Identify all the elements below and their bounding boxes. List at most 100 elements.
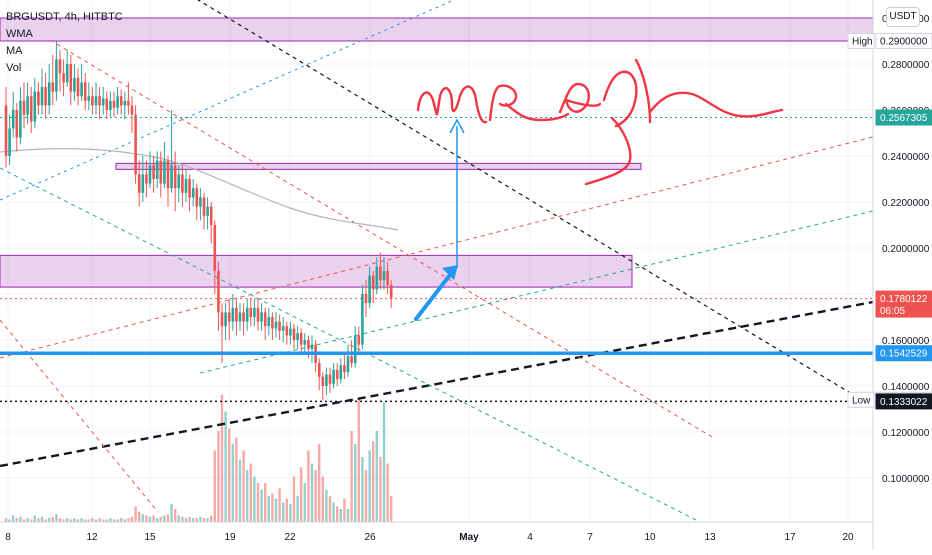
candle[interactable] — [170, 110, 173, 193]
candle[interactable] — [26, 82, 29, 124]
candle[interactable] — [191, 179, 195, 207]
candle[interactable] — [159, 151, 163, 198]
candle[interactable] — [303, 333, 307, 354]
zone-rectangle[interactable] — [0, 17, 874, 42]
candle[interactable] — [343, 353, 346, 380]
candle[interactable] — [235, 298, 238, 336]
candle[interactable] — [83, 73, 87, 110]
currency-unit-button[interactable]: USDT — [886, 7, 920, 27]
candle[interactable] — [339, 358, 343, 384]
ma-indicator-label[interactable]: MA — [6, 45, 23, 57]
candle[interactable] — [166, 156, 170, 207]
candle[interactable] — [281, 317, 285, 343]
candle[interactable] — [278, 314, 281, 340]
candle[interactable] — [285, 321, 289, 345]
candle[interactable] — [328, 367, 332, 393]
candle[interactable] — [206, 197, 209, 230]
candle[interactable] — [274, 312, 278, 338]
candle[interactable] — [371, 271, 375, 304]
candle[interactable] — [361, 284, 364, 350]
candle[interactable] — [109, 91, 112, 117]
candle[interactable] — [105, 91, 109, 120]
blue-arrow-diagonal[interactable] — [414, 269, 455, 321]
user-drawings[interactable] — [414, 58, 784, 321]
candle[interactable] — [163, 142, 166, 189]
candle[interactable] — [249, 298, 253, 327]
candle[interactable] — [145, 160, 148, 198]
candle[interactable] — [155, 151, 159, 189]
candle[interactable] — [389, 280, 393, 308]
candle[interactable] — [152, 156, 155, 193]
candle[interactable] — [44, 73, 47, 120]
candle[interactable] — [292, 323, 296, 350]
candle[interactable] — [375, 257, 379, 294]
candle[interactable] — [202, 192, 206, 230]
candle[interactable] — [76, 68, 80, 106]
candle[interactable] — [296, 326, 299, 350]
candle[interactable] — [267, 307, 271, 336]
candle[interactable] — [22, 82, 26, 129]
candle[interactable] — [256, 298, 260, 331]
candle[interactable] — [209, 202, 213, 244]
trendline-black-dashed-down[interactable] — [190, 0, 863, 401]
candle[interactable] — [98, 87, 101, 120]
supply-demand-zones[interactable] — [0, 17, 874, 288]
candle[interactable] — [119, 89, 123, 115]
candle[interactable] — [368, 266, 371, 308]
candle[interactable] — [101, 87, 105, 115]
candle[interactable] — [8, 114, 11, 166]
handwritten-annotation[interactable] — [416, 58, 784, 186]
vol-indicator-label[interactable]: Vol — [6, 62, 22, 74]
candle[interactable] — [357, 326, 361, 354]
candle[interactable] — [37, 82, 40, 115]
zone-rectangle[interactable] — [115, 162, 642, 170]
candle[interactable] — [80, 64, 83, 101]
candle[interactable] — [299, 328, 303, 354]
candle[interactable] — [55, 41, 58, 101]
candle[interactable] — [263, 307, 267, 340]
candle[interactable] — [181, 165, 184, 207]
candle[interactable] — [184, 169, 188, 202]
candle[interactable] — [310, 335, 314, 363]
candle[interactable] — [195, 183, 199, 221]
candle[interactable] — [238, 303, 242, 331]
candle[interactable] — [73, 64, 76, 101]
candle[interactable] — [62, 59, 65, 97]
wma-indicator-label[interactable]: WMA — [6, 28, 33, 40]
candle[interactable] — [260, 303, 263, 331]
candle[interactable] — [123, 91, 127, 120]
candle[interactable] — [94, 82, 98, 115]
candle[interactable] — [65, 50, 69, 87]
candle[interactable] — [317, 358, 321, 391]
candle[interactable] — [116, 87, 119, 115]
candle[interactable] — [242, 303, 245, 336]
candle[interactable] — [289, 321, 292, 345]
zone-rectangle[interactable] — [0, 254, 633, 288]
candlesticks[interactable] — [4, 41, 393, 400]
candle[interactable] — [69, 54, 73, 106]
candle[interactable] — [245, 298, 249, 331]
candle[interactable] — [217, 261, 220, 331]
trendline-black-thick-up[interactable] — [0, 300, 874, 468]
candle[interactable] — [15, 103, 19, 152]
candle[interactable] — [379, 252, 382, 290]
candle[interactable] — [134, 105, 137, 184]
candle[interactable] — [33, 77, 37, 129]
candle[interactable] — [332, 363, 335, 389]
candle[interactable] — [213, 220, 217, 294]
trendline-blue-dotted[interactable] — [0, 0, 465, 201]
candle[interactable] — [47, 64, 51, 115]
candle[interactable] — [188, 174, 191, 212]
candle[interactable] — [325, 367, 328, 396]
symbol-title[interactable]: BRGUSDT, 4h, HITBTC — [6, 11, 123, 23]
trendline-red-down-upper[interactable] — [49, 39, 713, 438]
trendline-red-up[interactable] — [0, 136, 874, 359]
candle[interactable] — [353, 326, 357, 368]
candle[interactable] — [112, 91, 116, 117]
candle[interactable] — [173, 151, 177, 212]
candle[interactable] — [40, 68, 44, 115]
candle[interactable] — [148, 151, 152, 189]
candle[interactable] — [346, 344, 350, 377]
candle[interactable] — [87, 82, 91, 110]
candle[interactable] — [321, 372, 325, 400]
